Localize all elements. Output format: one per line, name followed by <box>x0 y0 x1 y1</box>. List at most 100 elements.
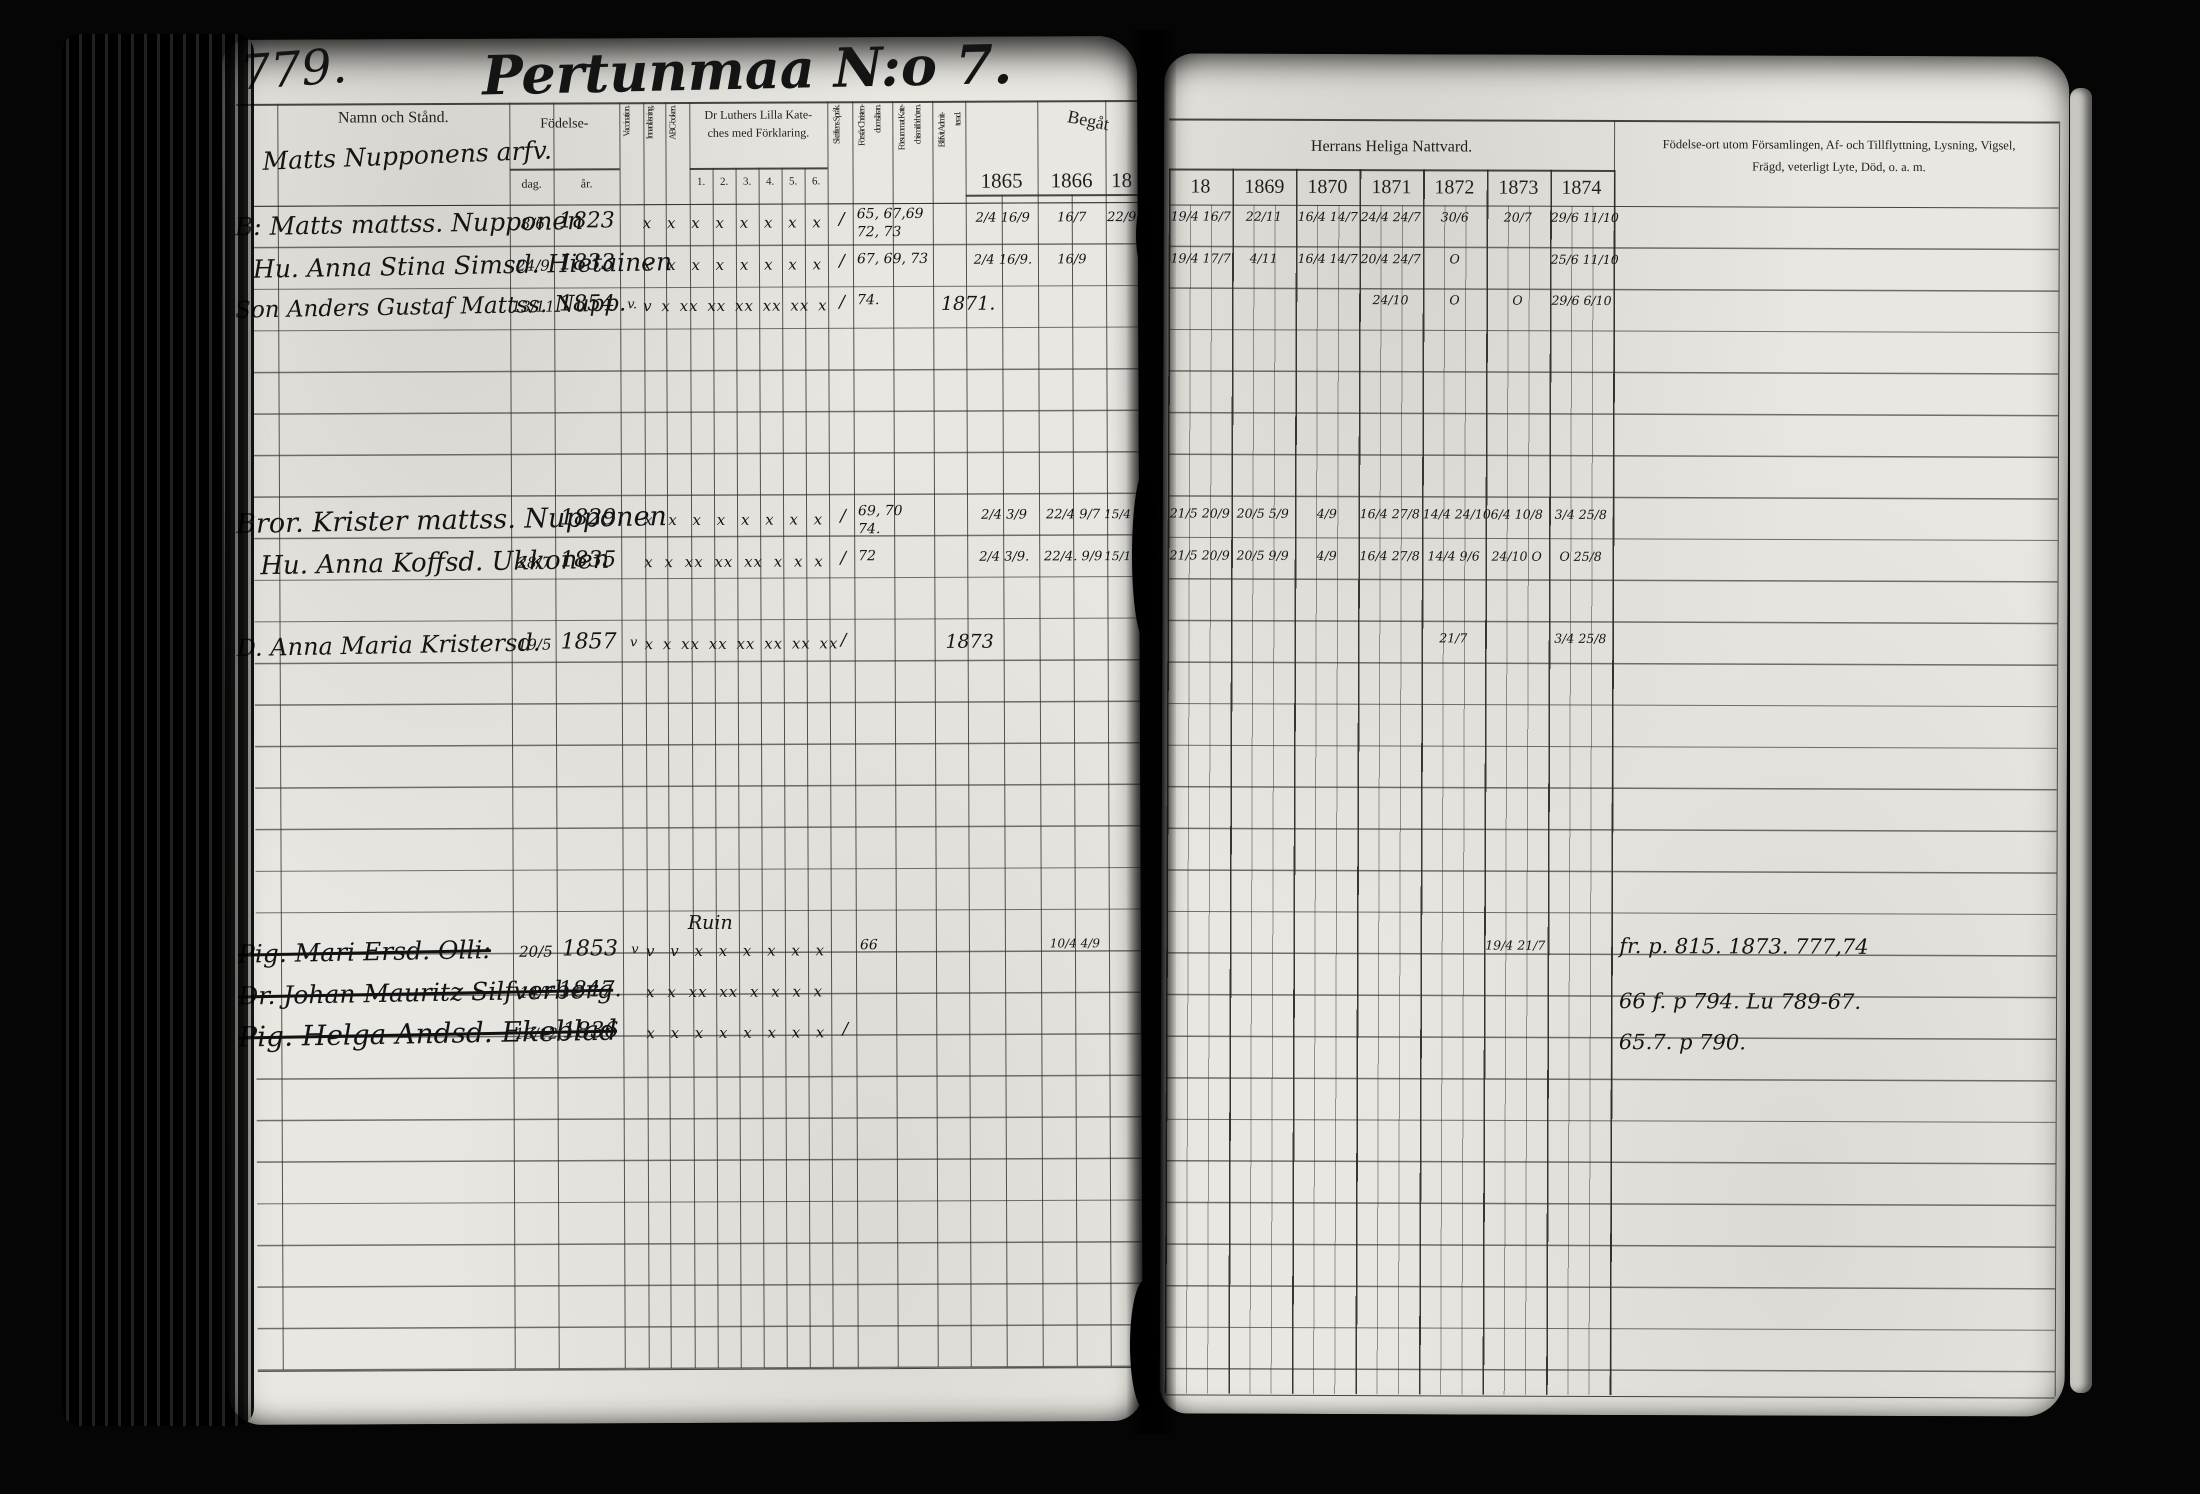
communion-cell: O <box>1512 292 1523 308</box>
language-mark: / <box>839 292 846 313</box>
forhor-cell-1866: 22/4 9/7 <box>1045 507 1101 523</box>
register-row: Bror. Krister mattss. Nupponen 1829 x x … <box>224 501 1162 547</box>
communion-cell: 4/9 <box>1316 505 1337 522</box>
header-kateches-line1: Dr Luthers Lilla Kate- <box>704 107 813 122</box>
header-skriftens-sprak: Skriftens Språk. <box>831 105 842 145</box>
forhor-years: 72, 73 <box>856 224 902 241</box>
birth-day: 13/11 <box>511 297 555 316</box>
row-annotation: Ruin <box>687 911 733 934</box>
header-year: 1872 <box>1434 176 1475 199</box>
birth-day: 20/5 <box>519 942 553 961</box>
birth-year: 1833 <box>558 250 616 276</box>
communion-cell: 19/4 21/7 <box>1485 937 1546 953</box>
communion-cell: 29/6 11/10 <box>1550 209 1619 226</box>
birth-day: 8/6 <box>520 214 545 233</box>
header-year: 1870 <box>1307 175 1348 199</box>
communion-cell: 20/7 <box>1503 209 1532 225</box>
margin-note: 65.7. p 790. <box>1618 1030 1746 1055</box>
catechism-marks: x x xx xx x x x x <box>646 982 824 1002</box>
header-abc-boken: ABC-boken. <box>667 106 678 140</box>
forhor-years: 69, 70 <box>858 503 903 520</box>
header-forsummat-line1: Försummat Kate- <box>896 105 907 151</box>
header-vaccination: Vaccination. <box>621 106 632 137</box>
catechism-marks: x x xx xx xx x x x <box>644 552 824 572</box>
header-notes-line2: Frägd, veterligt Lyte, Död, o. a. m. <box>1752 159 1926 175</box>
forhor-years: 74. <box>857 292 880 309</box>
forhor-years: 66 <box>859 937 878 954</box>
communion-row: 19/4 17/7 4/11 16/4 14/7 20/4 24/7 O 25/… <box>1164 246 2069 291</box>
language-mark: / <box>840 630 847 651</box>
forhor-years: 72 <box>858 548 877 565</box>
header-year-1865: 1865 <box>980 168 1023 193</box>
header-forestar-line1: Förstår Christen- <box>856 105 867 147</box>
header-kateches-line2: ches med Förklaring. <box>707 125 810 140</box>
communion-cell: 3/4 25/8 <box>1554 506 1607 522</box>
communion-cell: 24/10 <box>1372 292 1409 308</box>
catechism-marks: v x xx xx xx xx xx x <box>643 296 828 316</box>
admitted-year: 1871. <box>940 292 996 315</box>
header-kateches-col: 2. <box>719 175 729 188</box>
forhor-cell-1866: 16/7 <box>1057 210 1087 226</box>
entry-name: Pig. Mari Ersd. Olli: <box>237 935 492 969</box>
header-year: 1871 <box>1371 176 1412 199</box>
vaccination-mark: v <box>629 635 638 651</box>
header-notes-line1: Födelse-ort utom Församlingen, Af- och T… <box>1662 137 2016 153</box>
communion-cell: 21/7 <box>1439 630 1468 646</box>
birth-year: 1823 <box>558 208 615 234</box>
communion-cell: 20/4 24/7 <box>1360 251 1421 267</box>
language-mark: / <box>838 209 845 230</box>
birth-year: 1857 <box>560 629 617 655</box>
birth-year: 1835 <box>560 547 617 573</box>
communion-cell: 14/4 24/10 <box>1422 506 1491 522</box>
register-row: Hu. Anna Stina Simsd. Hietainen 24/9 183… <box>223 246 1138 292</box>
register-row: Dr. Johan Mauritz Silfverberg 14/7 1847.… <box>226 973 1141 1019</box>
forhor-years: 67, 69, 73 <box>856 250 929 268</box>
header-kateches-col: 3. <box>742 175 752 188</box>
header-forestar-line2: domsläran. <box>872 105 883 133</box>
page-number: 779. <box>238 37 349 102</box>
birth-day: 24/9 <box>516 256 550 275</box>
register-row: Pig. Mari Ersd. Olli: 20/5 1853 v v v x … <box>226 912 1141 978</box>
communion-cell: 4/9 <box>1316 547 1337 564</box>
communion-cell: 21/5 20/9 <box>1169 505 1230 521</box>
communion-cell: 29/6 6/10 <box>1551 292 1612 308</box>
birth-day: 19/5 <box>517 635 552 654</box>
catechism-marks: x x x x x x x x <box>644 510 824 530</box>
communion-row: 21/5 20/9 20/5 5/9 4/9 16/4 27/8 14/4 24… <box>1163 501 2068 546</box>
header-kateches-col: 5. <box>788 175 798 188</box>
header-year: 18 <box>1190 175 1211 198</box>
entry-name: D. Anna Maria Kristersd. <box>236 628 541 663</box>
birth-year: 1836 <box>562 1018 619 1044</box>
forhor-cell-1866: 16/9 <box>1057 252 1087 268</box>
communion-cell: 21/5 20/9 <box>1169 547 1230 563</box>
forhor-years: 74. <box>858 521 881 538</box>
forhor-cell-1865: 2/4 3/9. <box>979 549 1030 565</box>
header-innanlasning: Innanläsning. <box>644 106 655 140</box>
birth-year: 1854 <box>559 291 616 317</box>
forhor-cell-1865: 2/4 3/9 <box>981 507 1028 523</box>
forhor-cell-1866: 10/4 4/9 <box>1049 936 1100 951</box>
header-namn: Namn och Stånd. <box>337 109 449 127</box>
communion-cell: 24/10 O <box>1491 548 1542 564</box>
right-table-grid <box>1164 53 2069 1399</box>
right-page: Herrans Heliga Nattvard. 18 1869 1870 18… <box>1159 53 2070 1417</box>
margin-note: 66 f. p 794. Lu 789-67. <box>1619 989 1862 1014</box>
birth-year: 1853 <box>561 936 619 962</box>
header-blifvit-line2: terad. <box>952 112 963 126</box>
header-dag: dag. <box>521 176 542 191</box>
communion-cell: 25/6 11/10 <box>1550 251 1619 268</box>
register-row: B: Matts mattss. Nupponen 8/6 1823 x x x… <box>223 204 1138 250</box>
spread-title: Pertunmaa N:o 7. <box>481 31 1013 108</box>
communion-cell: O <box>1449 292 1460 308</box>
catechism-marks: x x xx xx xx xx xx xx <box>644 634 839 654</box>
page-gutter <box>1126 30 1176 1434</box>
birth-year: 1847. <box>558 977 622 1003</box>
communion-cell: O 25/8 <box>1559 548 1602 564</box>
forhor-cell-1865: 2/4 16/9. <box>973 252 1033 268</box>
catechism-marks: x x x x x x x x <box>642 213 822 233</box>
header-begatt: Begåt <box>1065 106 1112 135</box>
book-spine-edge <box>62 34 254 1426</box>
communion-row: 24/10 O O 29/6 6/10 <box>1163 287 2068 332</box>
register-row: Son Anders Gustaf Mattss. Nupp. 13/11 18… <box>223 287 1138 333</box>
communion-cell: 20/5 9/9 <box>1236 547 1289 563</box>
